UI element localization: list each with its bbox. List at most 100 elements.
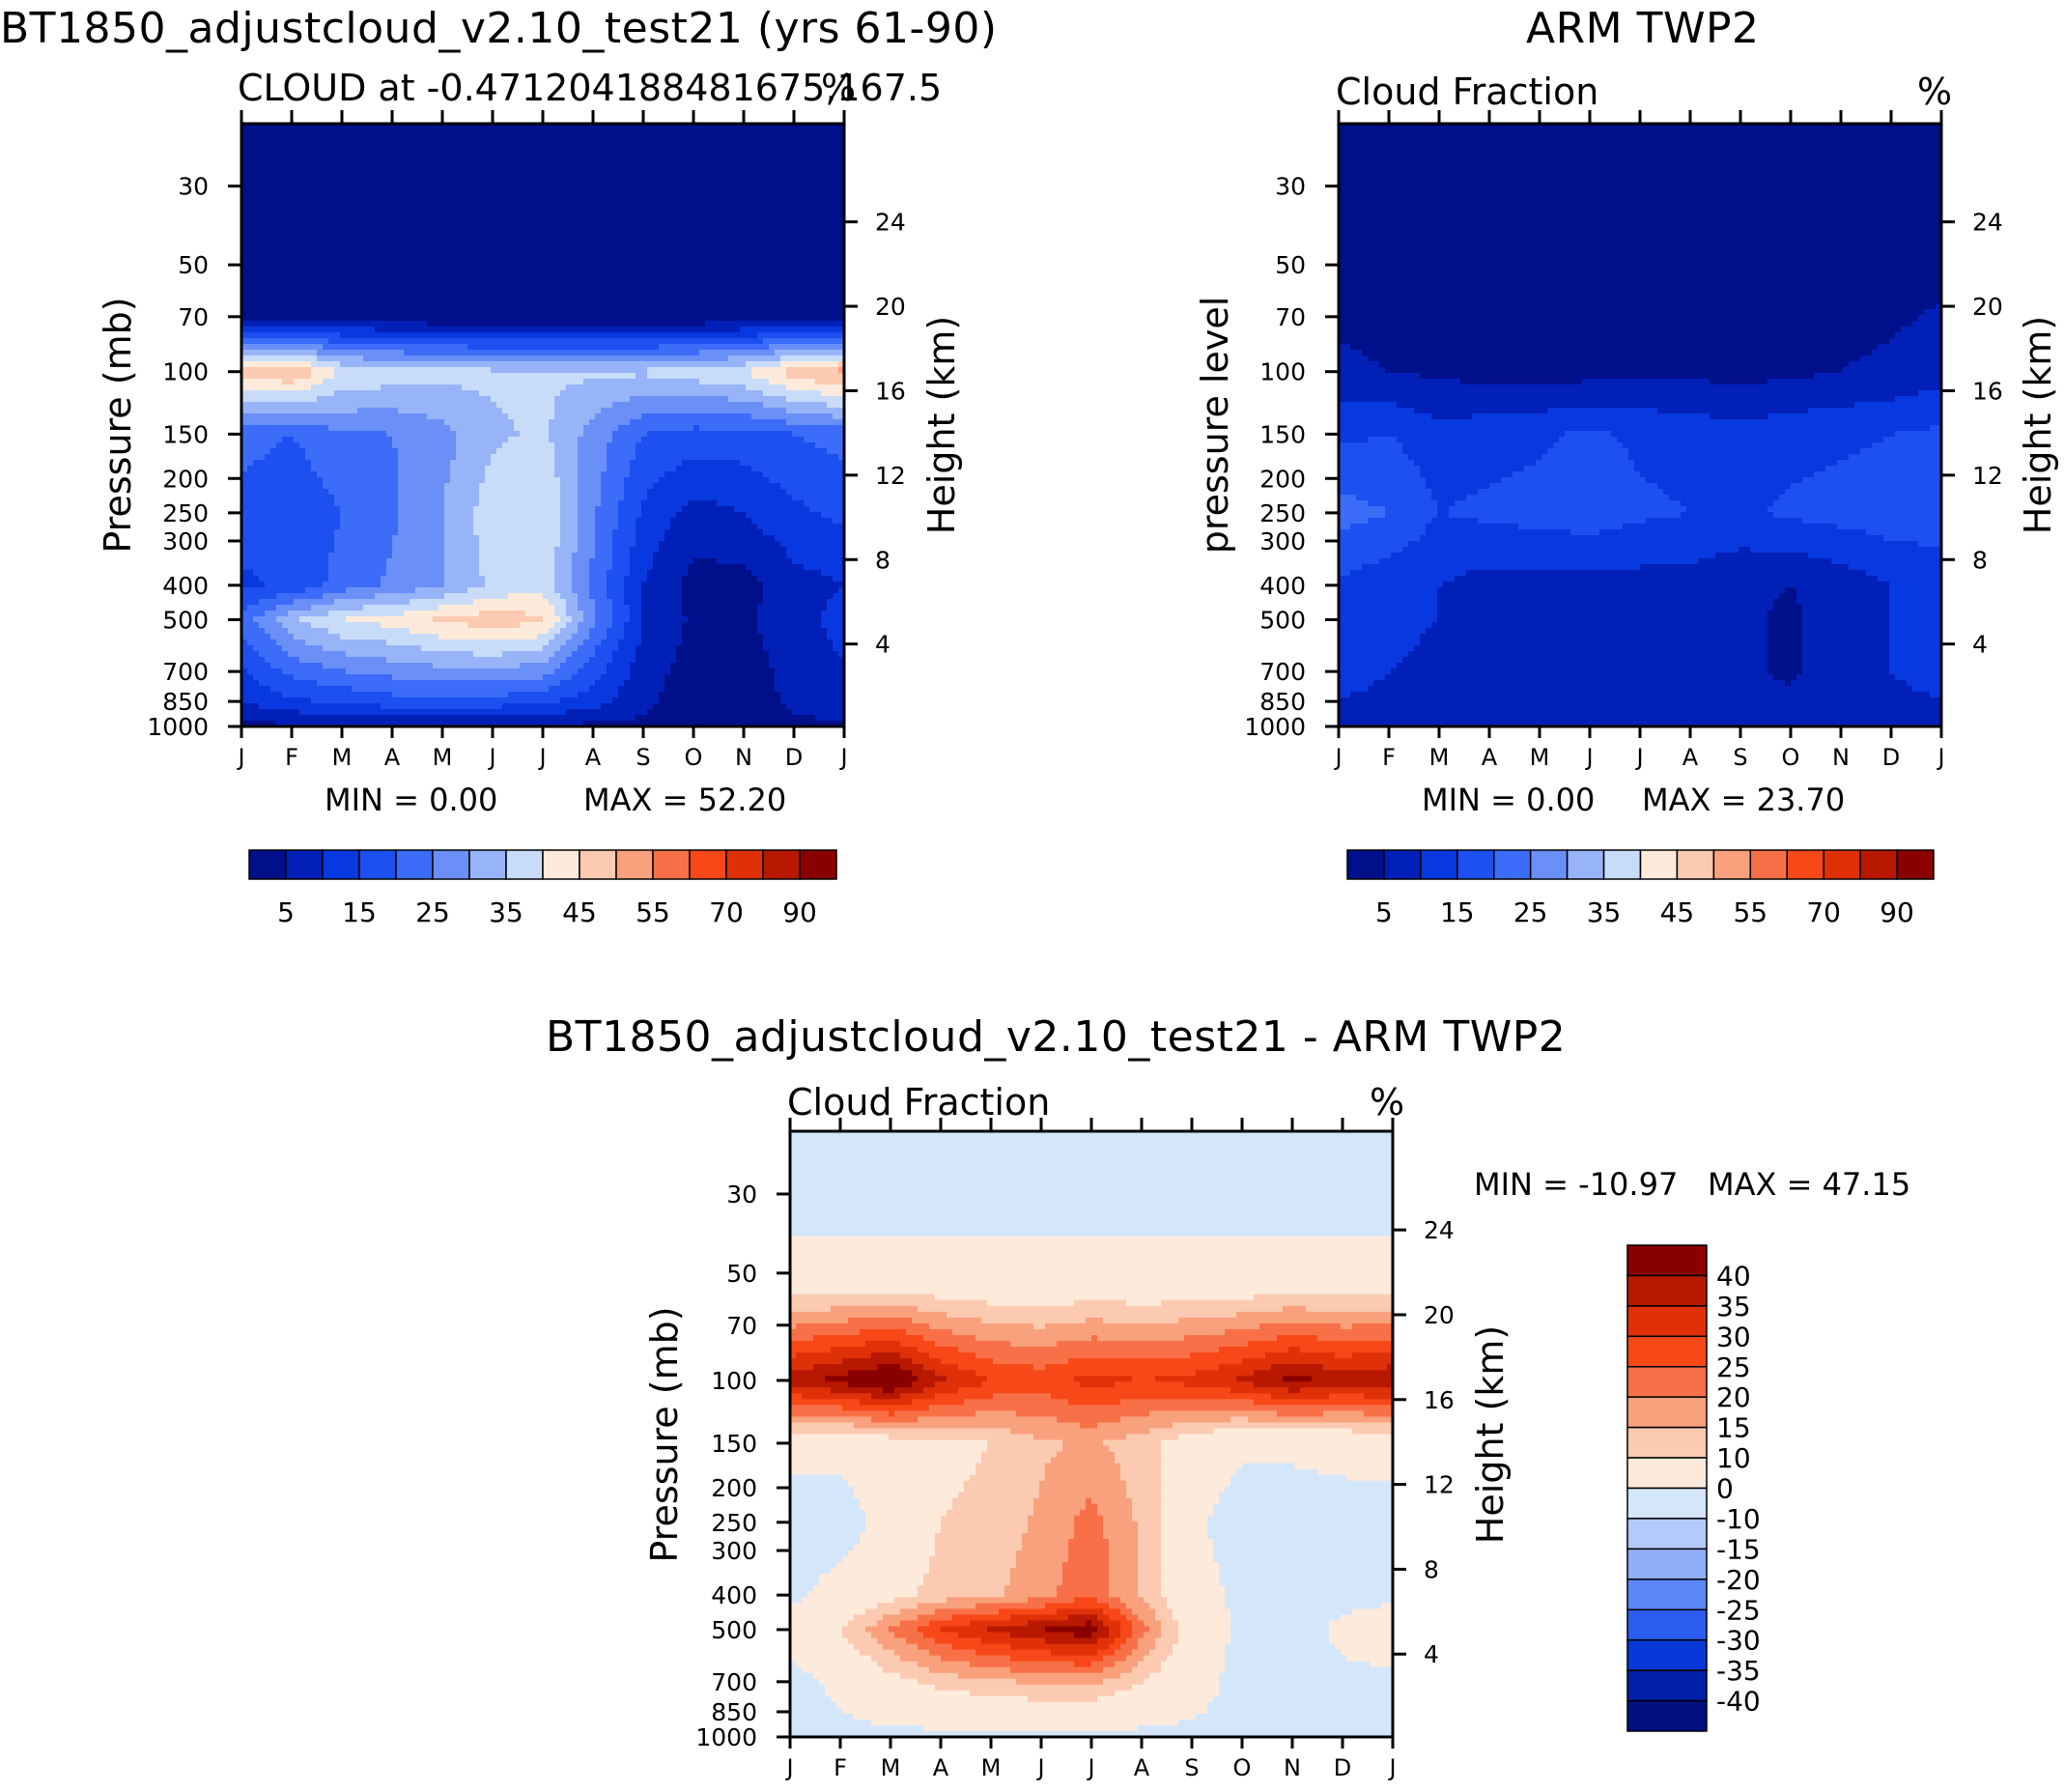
contour-cell xyxy=(790,1160,1393,1167)
contour-cell xyxy=(705,321,844,327)
contour-cell xyxy=(1283,1305,1307,1313)
contour-cell xyxy=(958,1632,1011,1639)
contour-cell xyxy=(601,489,625,496)
colorbar-label: 90 xyxy=(1880,896,1914,928)
contour-cell xyxy=(1339,611,1438,617)
contour-cell xyxy=(769,379,816,385)
contour-cell xyxy=(328,564,387,571)
contour-cell xyxy=(809,506,844,513)
contour-cell xyxy=(543,674,573,681)
colorbar-swatch xyxy=(1456,849,1495,880)
contour-cell xyxy=(1339,634,1421,640)
contour-cell xyxy=(1120,1643,1139,1651)
contour-cell xyxy=(282,437,295,443)
contour-cell xyxy=(241,506,341,513)
contour-cell xyxy=(854,1486,965,1493)
y-tick-label: 50 xyxy=(178,251,209,279)
contour-cell xyxy=(1657,408,1809,414)
contour-cell xyxy=(1698,558,1832,565)
contour-cell xyxy=(775,535,844,542)
contour-cell xyxy=(1339,199,1941,206)
contour-cell xyxy=(485,576,555,583)
contour-cell xyxy=(241,576,260,583)
colorbar-swatch xyxy=(1493,849,1532,880)
contour-cell xyxy=(241,350,318,356)
contour-cell xyxy=(1339,327,1902,333)
x-tick-label: J xyxy=(838,744,847,771)
contour-cell xyxy=(804,564,844,571)
contour-cell xyxy=(1339,158,1941,165)
contour-cell xyxy=(1068,1556,1110,1563)
contour-cell xyxy=(438,634,538,640)
colorbar-swatch xyxy=(1626,1518,1708,1550)
contour-cell xyxy=(241,640,248,646)
contour-cell xyxy=(1010,1666,1104,1674)
x-tick-label: A xyxy=(585,744,602,771)
contour-field-1 xyxy=(241,124,844,726)
contour-cell xyxy=(790,1352,797,1359)
contour-cell xyxy=(578,599,596,606)
contour-cell xyxy=(578,529,596,536)
contour-cell xyxy=(790,1457,982,1465)
contour-cell xyxy=(1207,1701,1393,1709)
contour-cell xyxy=(624,495,648,501)
contour-cell xyxy=(889,1626,919,1634)
contour-cell xyxy=(618,640,642,646)
contour-cell xyxy=(1895,332,1941,339)
contour-cell xyxy=(549,431,584,438)
contour-cell xyxy=(612,697,660,704)
contour-cell xyxy=(1837,460,1941,467)
contour-cell xyxy=(1039,1492,1127,1499)
contour-cell xyxy=(819,1579,924,1586)
contour-cell xyxy=(1339,298,1941,304)
contour-cell xyxy=(815,442,844,449)
contour-cell xyxy=(1074,1521,1104,1528)
contour-cell xyxy=(328,570,387,577)
contour-cell xyxy=(699,379,770,385)
contour-cell xyxy=(751,413,834,420)
contour-cell xyxy=(790,1486,855,1493)
contour-cell xyxy=(1339,686,1369,693)
contour-cell xyxy=(763,640,834,646)
contour-cell xyxy=(1582,379,1711,385)
contour-cell xyxy=(578,622,596,629)
colorbar-swatch xyxy=(725,849,764,880)
contour-cell xyxy=(398,454,457,461)
contour-cell xyxy=(900,1393,936,1400)
contour-cell xyxy=(1750,547,1941,554)
contour-cell xyxy=(1109,1556,1139,1563)
contour-cell xyxy=(1420,640,1768,646)
contour-cell xyxy=(578,437,613,443)
contour-cell xyxy=(865,1341,901,1348)
contour-cell xyxy=(1889,338,1941,345)
contour-cell xyxy=(323,593,376,600)
contour-cell xyxy=(334,390,480,397)
contour-cell xyxy=(398,518,445,525)
contour-cell xyxy=(1161,1532,1208,1540)
contour-cell xyxy=(554,442,579,449)
contour-cell xyxy=(462,384,567,391)
contour-cell xyxy=(935,1608,1000,1615)
contour-cell xyxy=(659,692,781,698)
contour-cell xyxy=(947,1376,988,1382)
contour-cell xyxy=(1161,1468,1237,1476)
contour-cell xyxy=(688,616,758,623)
contour-cell xyxy=(912,1381,936,1388)
contour-cell xyxy=(392,541,445,548)
contour-cell xyxy=(1352,1323,1393,1330)
contour-cell xyxy=(485,582,555,588)
contour-cell xyxy=(1091,1632,1110,1639)
y-tick-right-label: 24 xyxy=(875,209,906,237)
colorbar-label: 25 xyxy=(415,896,450,928)
colorbar-label: 15 xyxy=(342,896,377,928)
contour-cell xyxy=(537,634,555,640)
contour-cell xyxy=(299,616,347,623)
contour-cell xyxy=(790,1678,820,1686)
contour-cell xyxy=(1339,390,1919,397)
contour-cell xyxy=(1103,1678,1145,1686)
colorbar-swatch xyxy=(1383,849,1422,880)
contour-cell xyxy=(1402,547,1739,554)
contour-cell xyxy=(1057,1608,1104,1615)
contour-cell xyxy=(502,408,555,414)
